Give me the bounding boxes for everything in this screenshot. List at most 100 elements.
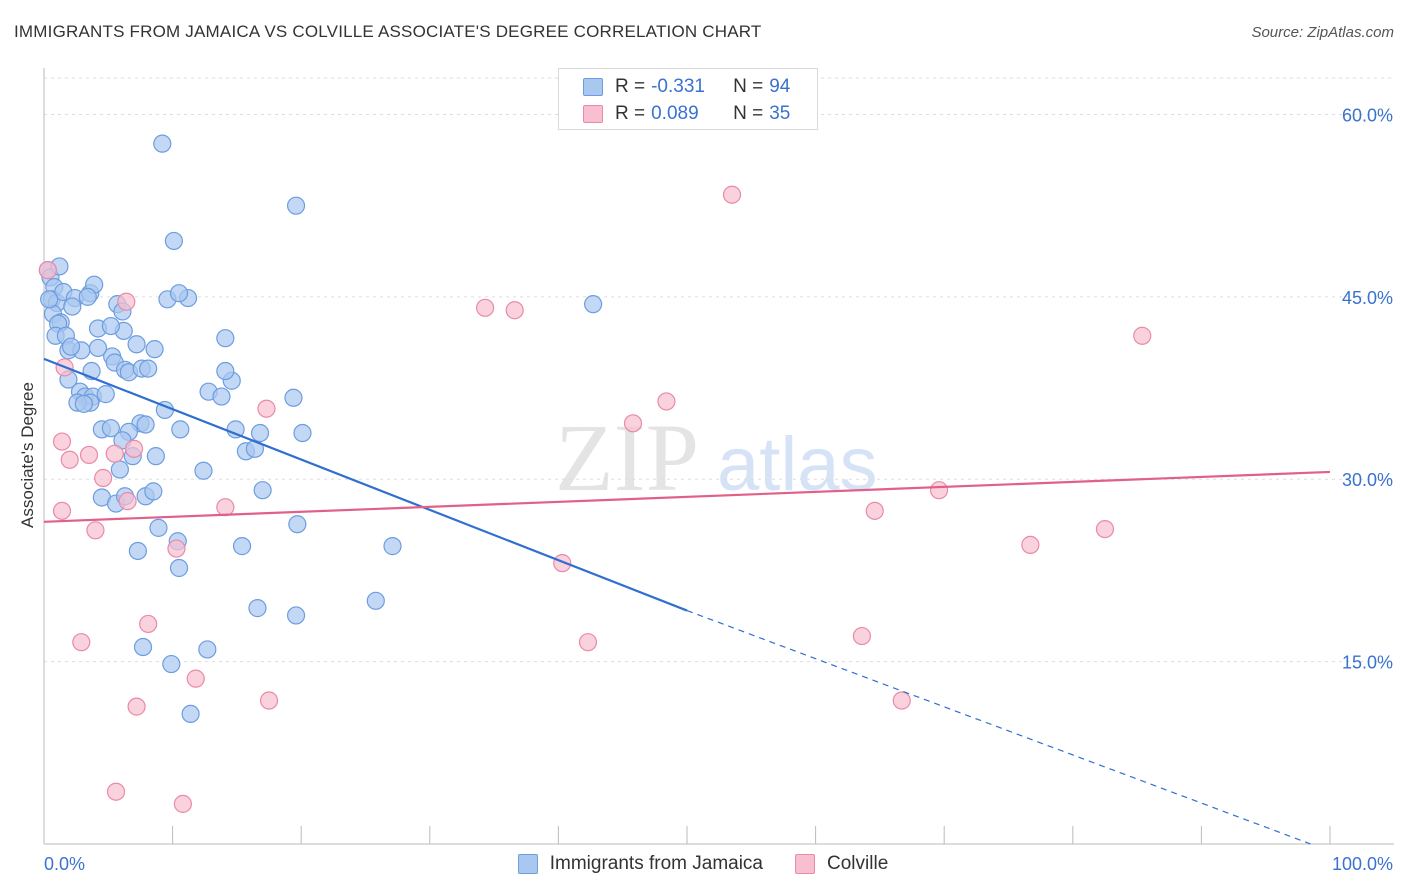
colville-point: [216, 498, 235, 517]
y-tick-label: 45.0%: [1342, 288, 1393, 308]
jamaica-point: [286, 606, 306, 625]
chart-title: IMMIGRANTS FROM JAMAICA VS COLVILLE ASSO…: [14, 22, 762, 41]
colville-point: [505, 301, 524, 320]
jamaica-point: [162, 654, 181, 674]
jamaica-point: [169, 284, 189, 303]
jamaica-point: [74, 394, 93, 413]
colville-point: [105, 444, 124, 463]
x-tick-label: 0.0%: [44, 854, 85, 874]
colville-point: [259, 691, 279, 710]
jamaica-point: [144, 482, 163, 501]
colville-point: [892, 691, 911, 710]
jamaica-point: [133, 637, 153, 657]
colville-point: [60, 450, 79, 469]
jamaica-point: [78, 287, 97, 306]
correlation-legend: R = -0.331 N = 94 R = 0.089 N = 35: [558, 68, 818, 130]
jamaica-point: [216, 329, 235, 348]
colville-point: [127, 697, 146, 716]
n-value: 94: [769, 76, 791, 97]
legend-item-colville: Colville: [795, 853, 888, 875]
jamaica-point: [164, 231, 183, 251]
jamaica-trend-line: [43, 357, 688, 612]
colville-point: [86, 521, 105, 540]
jamaica-point: [101, 316, 120, 336]
legend-item-jamaica: Immigrants from Jamaica: [517, 853, 764, 875]
n-label: N =: [733, 76, 764, 97]
r-label: R =: [615, 76, 646, 97]
jamaica-point: [96, 385, 115, 404]
jamaica-point: [232, 537, 252, 556]
jamaica-point: [127, 335, 146, 354]
colville-point: [865, 501, 884, 520]
jamaica-point: [110, 460, 129, 479]
y-tick-label: 15.0%: [1342, 653, 1393, 673]
colville-point: [72, 633, 91, 652]
colville-point: [124, 439, 144, 458]
colville-point: [1095, 519, 1115, 539]
colville-point: [1133, 326, 1152, 345]
x-tick-label: 100.0%: [1332, 854, 1393, 874]
colville-point: [852, 626, 871, 646]
jamaica-point: [288, 515, 307, 534]
pink-swatch: [583, 105, 603, 123]
legend-label-colville: Colville: [827, 853, 889, 874]
jamaica-point: [149, 518, 168, 537]
pink-swatch: [795, 854, 816, 874]
y-axis-label: Associate's Degree: [18, 382, 37, 528]
jamaica-point: [216, 361, 235, 381]
colville-point: [106, 782, 126, 801]
r-value: 0.089: [651, 103, 699, 124]
jamaica-point: [198, 640, 217, 659]
r-label: R =: [615, 103, 646, 124]
jamaica-point: [169, 558, 189, 578]
colville-point: [52, 432, 72, 451]
jamaica-point: [248, 599, 267, 618]
colville-point: [475, 298, 495, 317]
colville-point: [94, 468, 113, 488]
y-tick-label: 60.0%: [1342, 105, 1393, 125]
jamaica-point: [366, 591, 385, 610]
blue-swatch: [583, 78, 603, 96]
n-label: N =: [733, 103, 764, 124]
jamaica-point: [139, 359, 158, 378]
colville-point: [38, 261, 57, 280]
jamaica-point: [253, 481, 272, 500]
jamaica-point: [101, 419, 120, 438]
colville-point: [929, 481, 949, 500]
colville-point: [257, 399, 276, 418]
colville-point: [722, 185, 742, 204]
n-value: 35: [769, 103, 791, 124]
jamaica-point: [153, 134, 172, 153]
colville-point: [167, 539, 186, 558]
blue-swatch: [517, 854, 538, 874]
r-value: -0.331: [651, 76, 705, 97]
jamaica-point: [284, 388, 303, 407]
colville-point: [117, 292, 136, 311]
colville-point: [578, 633, 598, 652]
y-tick-label: 30.0%: [1342, 470, 1393, 490]
colville-point: [657, 392, 676, 411]
colville-point: [186, 669, 205, 688]
jamaica-point: [250, 423, 270, 443]
jamaica-point: [40, 290, 59, 309]
colville-point: [1021, 535, 1040, 554]
colville-point: [139, 614, 158, 634]
series-legend: Immigrants from Jamaica Colville: [0, 850, 1406, 878]
chart-source: Source: ZipAtlas.com: [1251, 24, 1394, 41]
colville-point: [173, 794, 192, 813]
legend-row-jamaica: R = -0.331 N = 94: [583, 74, 790, 100]
jamaica-point: [383, 537, 402, 556]
colville-point: [79, 445, 99, 465]
jamaica-point: [63, 297, 82, 316]
colville-point: [52, 501, 72, 520]
jamaica-point: [181, 704, 200, 724]
legend-row-colville: R = 0.089 N = 35: [583, 101, 790, 127]
colville-point: [623, 414, 643, 433]
jamaica-trend-extension: [686, 609, 1311, 845]
colville-point: [118, 492, 137, 511]
jamaica-point: [293, 423, 312, 443]
jamaica-point: [128, 541, 147, 561]
legend-label-jamaica: Immigrants from Jamaica: [549, 853, 764, 874]
jamaica-point: [136, 415, 155, 434]
